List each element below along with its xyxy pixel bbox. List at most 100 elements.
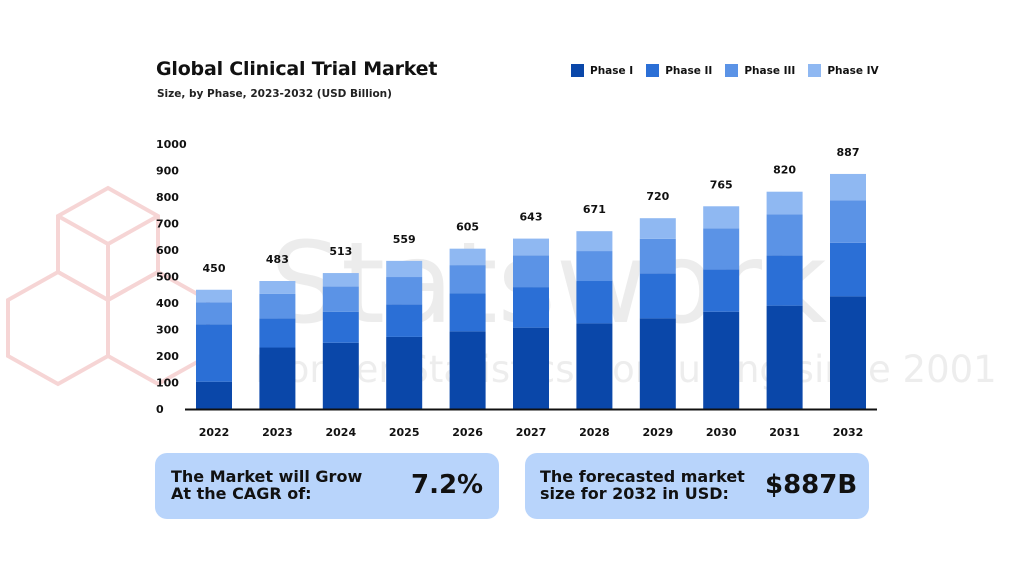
bar-segment-phase-ii bbox=[703, 269, 740, 312]
market-size-label: The forecasted market size for 2032 in U… bbox=[540, 467, 745, 503]
bar-segment-phase-iv bbox=[259, 281, 296, 294]
legend-swatch-phase-1 bbox=[571, 64, 584, 77]
y-tick-label: 100 bbox=[156, 377, 179, 390]
legend-item-phase-2: Phase II bbox=[646, 64, 712, 77]
bar-segment-phase-ii bbox=[830, 242, 866, 297]
bar-segment-phase-i bbox=[449, 331, 486, 409]
bar-segment-phase-i bbox=[639, 318, 676, 409]
bar-segment-phase-iv bbox=[703, 206, 740, 229]
y-tick-label: 300 bbox=[156, 324, 179, 337]
bar-total-label: 887 bbox=[837, 146, 860, 159]
cagr-label: The Market will Grow At the CAGR of: bbox=[171, 467, 363, 503]
y-tick-label: 1000 bbox=[156, 138, 187, 151]
y-tick-label: 0 bbox=[156, 403, 164, 416]
bar-total-label: 559 bbox=[393, 233, 416, 246]
bar-total-label: 605 bbox=[456, 221, 479, 234]
chart-legend: Phase I Phase II Phase III Phase IV bbox=[571, 64, 879, 77]
bar-segment-phase-iv bbox=[513, 238, 549, 256]
x-tick-label: 2026 bbox=[452, 426, 483, 439]
legend-swatch-phase-4 bbox=[808, 64, 822, 77]
x-tick-label: 2024 bbox=[325, 426, 356, 439]
bar-segment-phase-i bbox=[259, 347, 296, 409]
bar-segment-phase-iii bbox=[449, 265, 486, 294]
bar-segment-phase-i bbox=[513, 327, 549, 409]
bar-segment-phase-ii bbox=[449, 293, 486, 332]
bar-segment-phase-iii bbox=[386, 277, 423, 305]
bar-segment-phase-i bbox=[830, 296, 866, 409]
bar-segment-phase-iv bbox=[830, 173, 866, 201]
y-tick-label: 800 bbox=[156, 191, 179, 204]
bar-segment-phase-ii bbox=[639, 273, 676, 319]
legend-label-phase-3: Phase III bbox=[744, 64, 796, 77]
legend-item-phase-4: Phase IV bbox=[808, 64, 879, 77]
bar-total-label: 765 bbox=[710, 178, 733, 191]
bar-segment-phase-ii bbox=[386, 304, 423, 337]
legend-label-phase-4: Phase IV bbox=[827, 64, 879, 77]
x-tick-label: 2022 bbox=[199, 426, 230, 439]
bar-segment-phase-iii bbox=[639, 238, 676, 274]
chart-subtitle: Size, by Phase, 2023-2032 (USD Billion) bbox=[157, 88, 392, 100]
bar-segment-phase-i bbox=[322, 342, 359, 409]
bar-total-label: 513 bbox=[329, 245, 352, 258]
market-size-stat-box: The forecasted market size for 2032 in U… bbox=[525, 453, 869, 519]
bar-segment-phase-ii bbox=[259, 318, 296, 348]
bar-segment-phase-iv bbox=[449, 248, 486, 266]
bar-total-label: 820 bbox=[773, 164, 796, 177]
x-tick-label: 2025 bbox=[389, 426, 420, 439]
bar-segment-phase-iii bbox=[513, 255, 549, 288]
x-tick-label: 2029 bbox=[642, 426, 673, 439]
bar-segment-phase-ii bbox=[766, 255, 803, 306]
bar-segment-phase-ii bbox=[322, 311, 359, 343]
bar-segment-phase-iv bbox=[639, 218, 676, 239]
bar-segment-phase-i bbox=[386, 336, 423, 409]
cagr-stat-box: The Market will Grow At the CAGR of: 7.2… bbox=[155, 453, 499, 519]
bar-segment-phase-iii bbox=[703, 228, 740, 270]
x-tick-label: 2027 bbox=[516, 426, 547, 439]
bar-total-label: 483 bbox=[266, 253, 289, 266]
bar-segment-phase-ii bbox=[513, 287, 549, 328]
legend-item-phase-1: Phase I bbox=[571, 64, 633, 77]
y-tick-label: 500 bbox=[156, 271, 179, 284]
x-tick-label: 2028 bbox=[579, 426, 610, 439]
y-tick-label: 900 bbox=[156, 165, 179, 178]
bar-total-label: 643 bbox=[520, 211, 543, 224]
y-tick-label: 400 bbox=[156, 297, 179, 310]
legend-label-phase-2: Phase II bbox=[665, 64, 713, 77]
bar-segment-phase-iv bbox=[196, 289, 232, 303]
bar-segment-phase-iii bbox=[766, 214, 803, 256]
bar-segment-phase-i bbox=[576, 323, 613, 409]
bar-segment-phase-i bbox=[703, 311, 740, 409]
x-tick-label: 2023 bbox=[262, 426, 293, 439]
watermark-tagline: Pioneer Statistics Consulting since 2001 bbox=[255, 348, 997, 391]
market-size-value: $887B bbox=[765, 470, 858, 500]
bar-segment-phase-iv bbox=[576, 231, 613, 252]
y-tick-label: 700 bbox=[156, 218, 179, 231]
bar-total-label: 720 bbox=[646, 190, 669, 203]
bar-total-label: 450 bbox=[203, 262, 226, 275]
legend-swatch-phase-2 bbox=[646, 64, 660, 77]
bar-total-label: 671 bbox=[583, 203, 606, 216]
bar-segment-phase-ii bbox=[196, 324, 232, 382]
cagr-value: 7.2% bbox=[411, 470, 484, 500]
bar-segment-phase-i bbox=[196, 381, 232, 409]
bar-segment-phase-iii bbox=[576, 251, 613, 282]
legend-item-phase-3: Phase III bbox=[725, 64, 795, 77]
bar-segment-phase-iii bbox=[196, 302, 232, 325]
bar-segment-phase-iii bbox=[830, 200, 866, 243]
legend-label-phase-1: Phase I bbox=[590, 64, 634, 77]
chart-title: Global Clinical Trial Market bbox=[156, 58, 438, 80]
bar-segment-phase-iii bbox=[259, 293, 296, 319]
bar-segment-phase-iii bbox=[322, 286, 359, 312]
bar-segment-phase-i bbox=[766, 305, 803, 409]
x-tick-label: 2032 bbox=[833, 426, 864, 439]
bar-segment-phase-iv bbox=[766, 191, 803, 215]
x-tick-label: 2031 bbox=[769, 426, 800, 439]
bar-segment-phase-iv bbox=[386, 260, 423, 278]
bar-segment-phase-ii bbox=[576, 281, 613, 324]
legend-swatch-phase-3 bbox=[725, 64, 739, 77]
bar-segment-phase-iv bbox=[322, 273, 359, 287]
y-tick-label: 600 bbox=[156, 244, 179, 257]
x-tick-label: 2030 bbox=[706, 426, 737, 439]
y-tick-label: 200 bbox=[156, 350, 179, 363]
